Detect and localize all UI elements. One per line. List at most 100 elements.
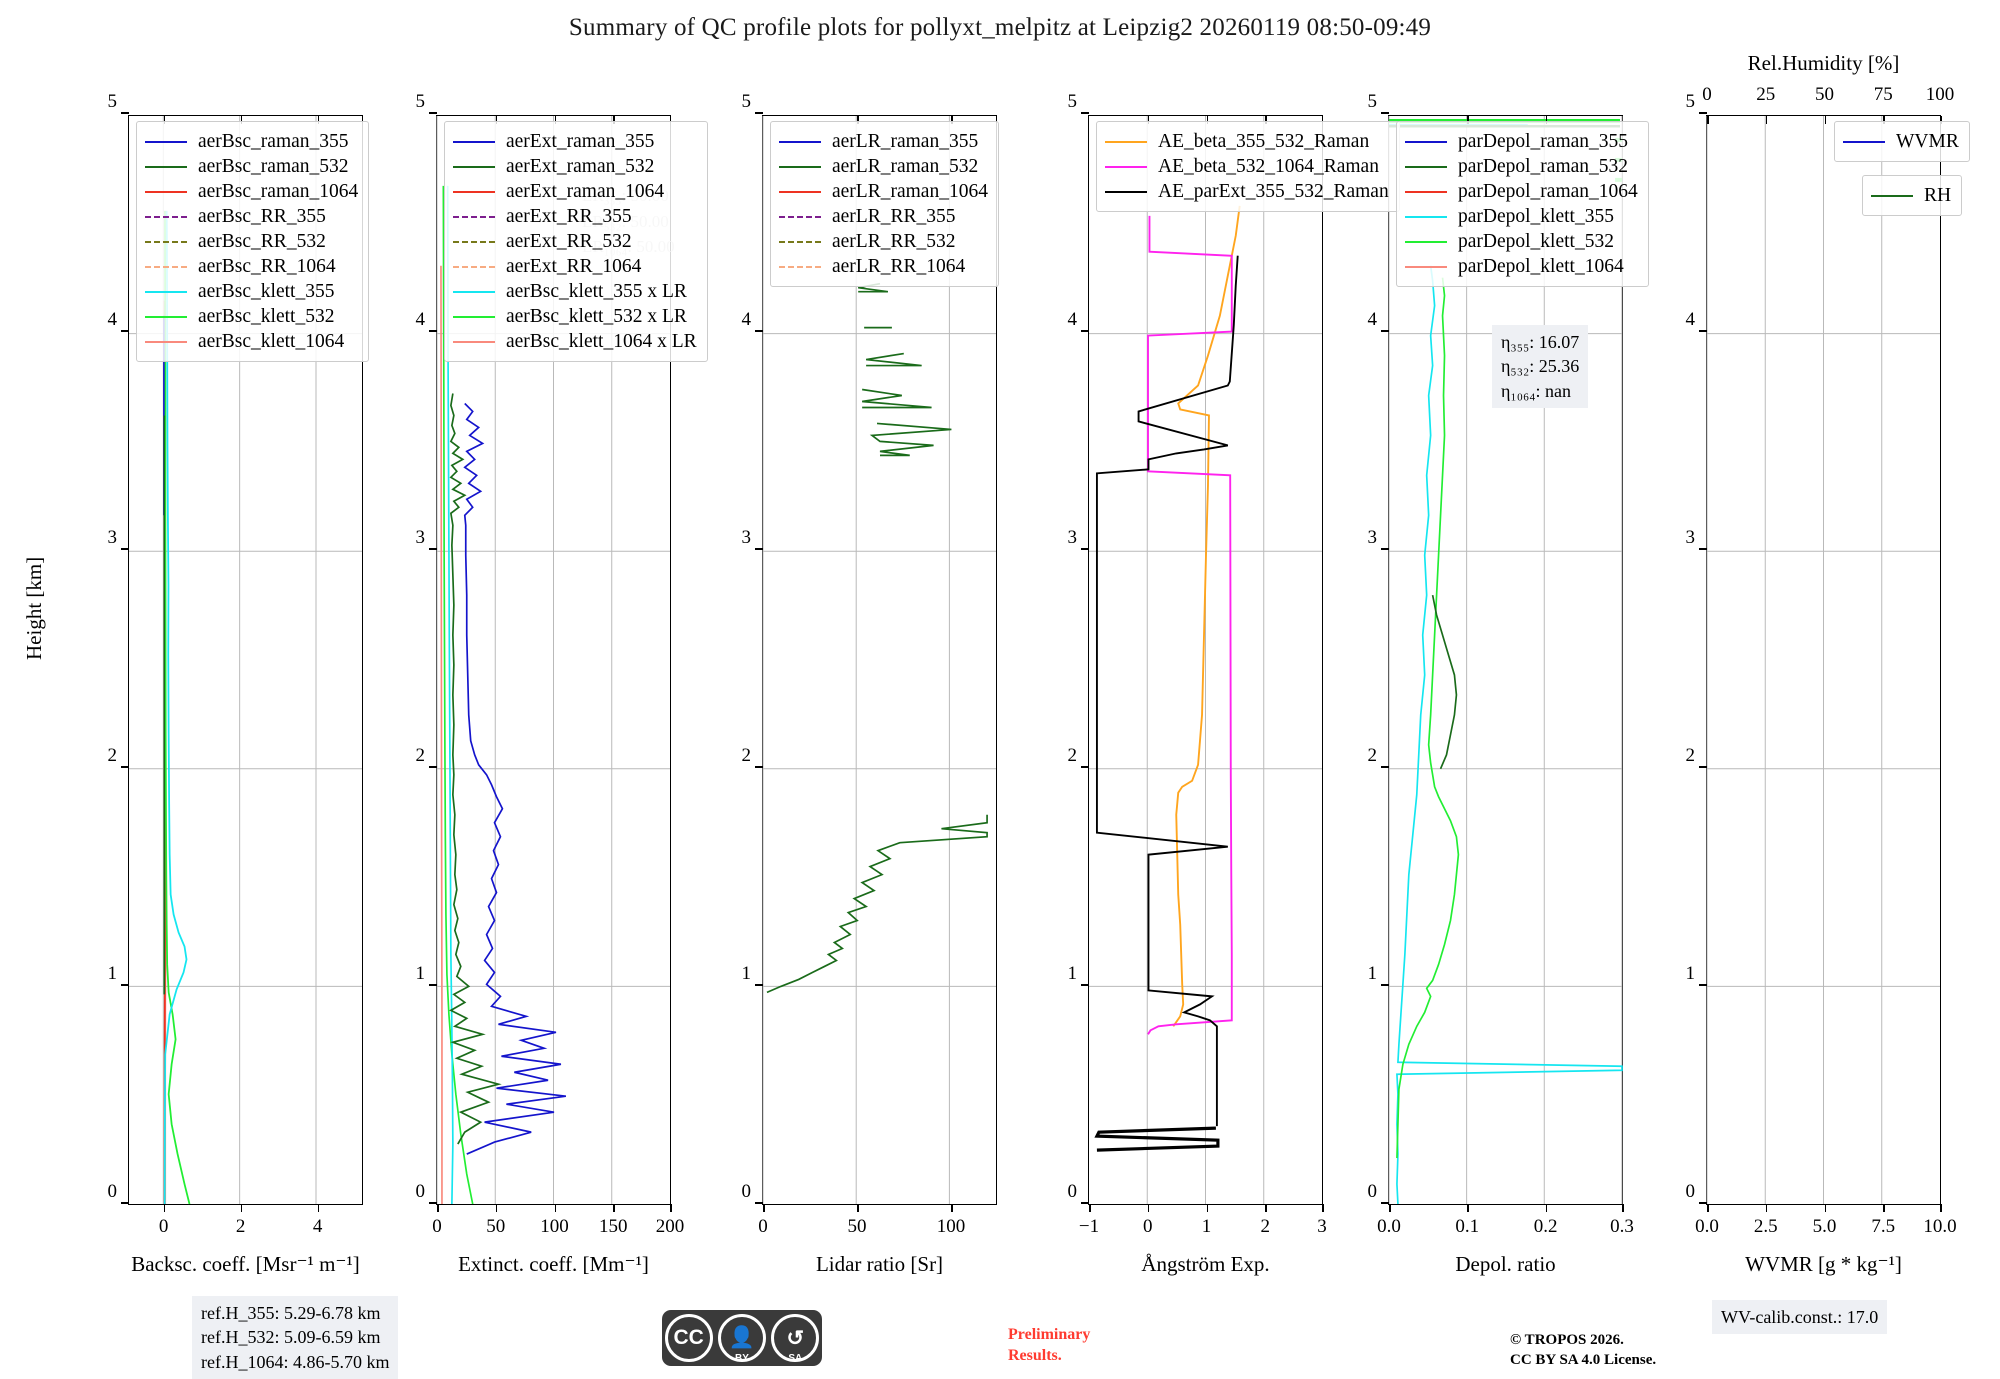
- legend-label: WVMR: [1896, 130, 1959, 152]
- legend-angstrom[interactable]: AE_beta_355_532_Raman AE_beta_532_1064_Ra…: [1096, 121, 1400, 212]
- legend-swatch-icon: [453, 190, 495, 193]
- legend-entry: aerLR_raman_355: [779, 129, 988, 154]
- legend-label: aerLR_RR_1064: [832, 255, 966, 277]
- plot-area-wvmr: [1706, 116, 1940, 1204]
- x-tick-bsc-1: 2: [235, 1216, 246, 1237]
- x-axis-label-wvmr: WVMR [g * kg⁻¹]: [1745, 1252, 1902, 1276]
- ref-h-532: ref.H_532: 5.09-6.59 km: [201, 1327, 381, 1348]
- x-axis-label-depol: Depol. ratio: [1455, 1252, 1556, 1276]
- legend-label: aerExt_RR_1064: [506, 255, 642, 277]
- x-tick-lr-0: 0: [758, 1216, 768, 1237]
- creative-commons-badge: CC 👤 BY ↺ SA: [662, 1310, 822, 1366]
- legend-label: aerLR_RR_532: [832, 230, 956, 252]
- legend-entry: AE_parExt_355_532_Raman: [1105, 179, 1389, 204]
- cc-icon: CC: [664, 1314, 713, 1362]
- legend-label: parDepol_klett_532: [1458, 230, 1614, 252]
- x-tick-wv-3: 7.5: [1871, 1216, 1896, 1237]
- legend-entry: aerBsc_klett_1064 x LR: [453, 329, 697, 354]
- legend-swatch-icon: [1405, 190, 1447, 193]
- ref-h-355: ref.H_355: 5.29-6.78 km: [201, 1303, 381, 1323]
- legend-label: AE_beta_532_1064_Raman: [1158, 155, 1379, 177]
- legend-label: parDepol_klett_355: [1458, 205, 1614, 227]
- legend-entry: parDepol_raman_355: [1405, 129, 1638, 154]
- legend-entry: parDepol_klett_1064: [1405, 254, 1638, 279]
- legend-swatch-icon: [145, 215, 187, 218]
- legend-entry: aerBsc_RR_355: [145, 204, 358, 229]
- legend-label: aerBsc_RR_355: [198, 205, 326, 227]
- legend-label: aerBsc_raman_1064: [198, 180, 359, 202]
- x-tick-lr-2: 100: [936, 1216, 966, 1237]
- legend-entry: aerBsc_klett_532 x LR: [453, 304, 697, 329]
- wv-calib-const: WV-calib.const.: 17.0: [1721, 1307, 1879, 1327]
- legend-label: aerBsc_klett_532 x LR: [506, 305, 687, 327]
- legend-swatch-icon: [453, 290, 495, 293]
- x-tick-rh-0: 0: [1702, 84, 1712, 105]
- eta-532: η₅₃₂: 25.36: [1501, 356, 1580, 377]
- legend-entry: aerBsc_klett_532: [145, 304, 358, 329]
- legend-label: aerBsc_raman_355: [198, 130, 349, 152]
- x-tick-bsc-0: 0: [158, 1216, 169, 1237]
- legend-swatch-icon: [1405, 215, 1447, 218]
- legend-backscatter[interactable]: aerBsc_raman_355 aerBsc_raman_532 aerBsc_r…: [136, 121, 370, 362]
- legend-swatch-icon: [145, 315, 187, 318]
- x-axis-label-backscatter: Backsc. coeff. [Msr⁻¹ m⁻¹]: [131, 1252, 360, 1276]
- legend-label: parDepol_raman_532: [1458, 155, 1629, 177]
- legend-swatch-icon: [145, 190, 187, 193]
- y-axis-label: Height [km]: [22, 556, 46, 660]
- legend-swatch-icon: [453, 140, 495, 143]
- x-tick-ae-3: 2: [1260, 1216, 1271, 1237]
- legend-label: aerBsc_klett_355 x LR: [506, 280, 687, 302]
- legend-entry: AE_beta_355_532_Raman: [1105, 129, 1389, 154]
- y-tick-3: 3: [107, 527, 118, 548]
- legend-entry: aerBsc_klett_355: [145, 279, 358, 304]
- legend-swatch-icon: [1405, 240, 1447, 243]
- x-tick-wv-0: 0.0: [1695, 1216, 1719, 1237]
- x-tick-ae-1: 0: [1143, 1216, 1153, 1237]
- y-tick-5: 5: [107, 91, 118, 112]
- legend-label: parDepol_klett_1064: [1458, 255, 1624, 277]
- x-tick-dep-3: 0.3: [1610, 1216, 1634, 1237]
- legend-rh[interactable]: RH: [1862, 175, 1963, 216]
- x-tick-bsc-2: 4: [312, 1216, 323, 1237]
- x-axis-label-extinction: Extinct. coeff. [Mm⁻¹]: [458, 1252, 649, 1276]
- legend-extinction[interactable]: aerExt_raman_355 aerExt_raman_532 aerExt_r…: [444, 121, 708, 362]
- legend-swatch-icon: [453, 265, 495, 268]
- x-tick-dep-0: 0.0: [1377, 1216, 1401, 1237]
- legend-depol-ratio[interactable]: parDepol_raman_355 parDepol_raman_532 parD…: [1396, 121, 1649, 287]
- legend-swatch-icon: [1105, 190, 1147, 193]
- legend-entry: aerExt_RR_532: [453, 229, 697, 254]
- legend-entry: aerLR_raman_1064: [779, 179, 988, 204]
- legend-wvmr[interactable]: WVMR: [1834, 121, 1970, 162]
- tropos-line-1: © TROPOS 2026.: [1510, 1332, 1624, 1348]
- legend-entry: parDepol_klett_532: [1405, 229, 1638, 254]
- legend-label: RH: [1924, 184, 1952, 206]
- legend-entry: aerBsc_klett_355 x LR: [453, 279, 697, 304]
- legend-swatch-icon: [779, 190, 821, 193]
- legend-swatch-icon: [453, 340, 495, 343]
- legend-swatch-icon: [1405, 165, 1447, 168]
- eta-355: η₃₅₅: 16.07: [1501, 332, 1580, 352]
- legend-label: aerExt_raman_532: [506, 155, 655, 177]
- legend-swatch-icon: [1405, 265, 1447, 268]
- legend-entry: aerBsc_raman_532: [145, 154, 358, 179]
- y-tick-4: 4: [107, 309, 118, 330]
- legend-swatch-icon: [779, 215, 821, 218]
- legend-swatch-icon: [145, 340, 187, 343]
- preliminary-line-2: Results.: [1008, 1346, 1062, 1364]
- legend-label: aerExt_raman_355: [506, 130, 655, 152]
- page-title: Summary of QC profile plots for pollyxt_…: [568, 14, 1432, 41]
- x-tick-rh-4: 100: [1925, 84, 1955, 105]
- x-tick-lr-1: 50: [847, 1216, 867, 1237]
- cc-sa-label: SA: [788, 1353, 803, 1364]
- x-axis-label-lidar-ratio: Lidar ratio [Sr]: [815, 1252, 944, 1276]
- legend-label: AE_beta_355_532_Raman: [1158, 130, 1370, 152]
- legend-label: aerBsc_klett_1064 x LR: [506, 330, 697, 352]
- legend-swatch-icon: [145, 165, 187, 168]
- eta-1064: η₁₀₆₄: nan: [1501, 380, 1572, 401]
- legend-lidar-ratio[interactable]: aerLR_raman_355 aerLR_raman_532 aerLR_rama…: [770, 121, 999, 287]
- legend-entry: RH: [1871, 183, 1951, 208]
- eta-annotation-box: η₃₅₅: 16.07 η₅₃₂: 25.36 η₁₀₆₄: nan: [1492, 325, 1589, 409]
